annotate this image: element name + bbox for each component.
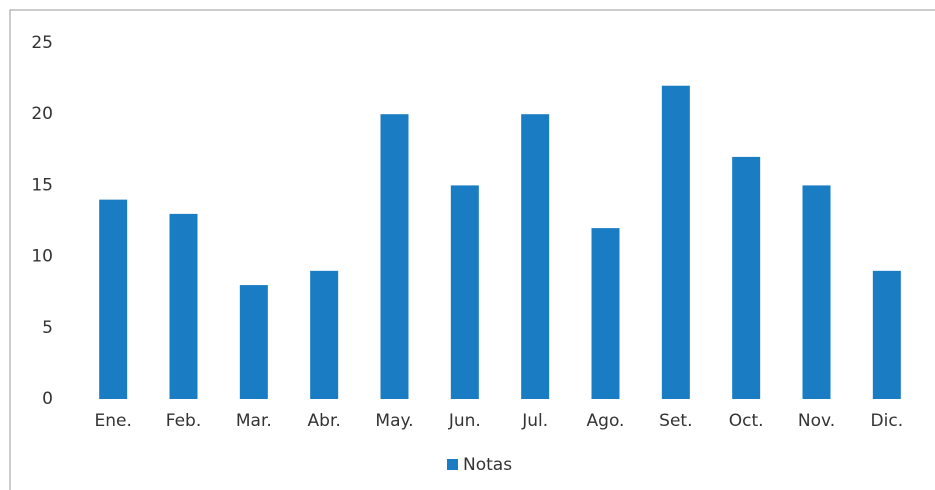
legend-label: Notas	[463, 455, 512, 475]
bar	[239, 285, 268, 399]
bar	[99, 199, 128, 399]
x-tick-label: Set.	[659, 411, 692, 431]
x-tick-label: Feb.	[166, 411, 202, 431]
bar	[169, 213, 198, 399]
bar	[591, 228, 620, 399]
bar	[732, 156, 761, 399]
y-tick-label: 20	[31, 104, 53, 124]
y-tick-label: 25	[31, 33, 53, 53]
x-tick-label: Jul.	[521, 411, 548, 431]
y-tick-label: 5	[42, 318, 53, 338]
x-tick-label: Ago.	[587, 411, 625, 431]
bar	[380, 114, 409, 399]
x-tick-label: Abr.	[308, 411, 341, 431]
bar	[802, 185, 831, 399]
bar	[310, 270, 339, 399]
x-tick-label: May.	[375, 411, 413, 431]
bar	[661, 85, 690, 399]
x-tick-label: Jun.	[448, 411, 481, 431]
x-tick-label: Dic.	[871, 411, 904, 431]
bar	[450, 185, 479, 399]
y-tick-label: 10	[31, 247, 53, 267]
bar	[872, 270, 901, 399]
legend-swatch	[447, 459, 458, 470]
y-tick-label: 15	[31, 175, 53, 195]
x-tick-label: Ene.	[94, 411, 131, 431]
bar	[521, 114, 550, 399]
x-tick-label: Mar.	[236, 411, 272, 431]
x-tick-label: Oct.	[729, 411, 764, 431]
x-tick-label: Nov.	[798, 411, 835, 431]
y-tick-label: 0	[42, 389, 53, 409]
